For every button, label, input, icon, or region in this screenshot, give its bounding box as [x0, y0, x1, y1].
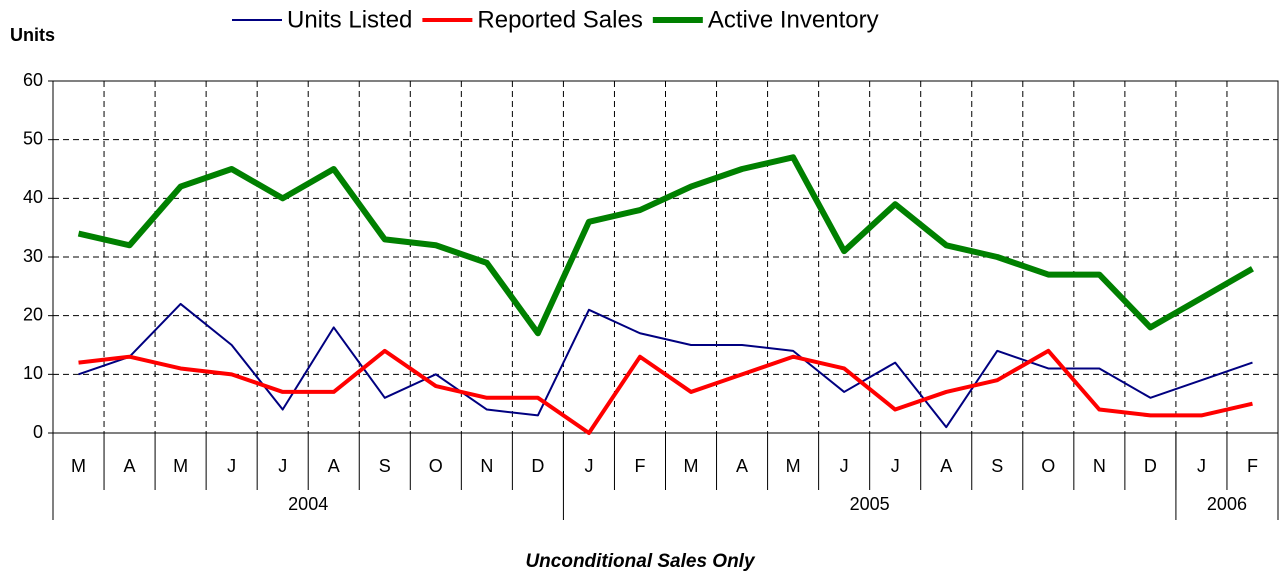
x-tick-label: M	[786, 456, 801, 476]
x-tick-label: S	[379, 456, 391, 476]
y-tick-label: 0	[33, 422, 43, 442]
series-line	[77, 154, 1254, 337]
x-tick-label: A	[940, 456, 952, 476]
x-tick-label: J	[278, 456, 287, 476]
x-tick-label: J	[584, 456, 593, 476]
y-tick-label: 40	[23, 187, 43, 207]
x-tick-label: F	[1247, 456, 1258, 476]
x-tick-label: J	[1197, 456, 1206, 476]
x-tick-label: D	[531, 456, 544, 476]
x-tick-label: O	[1041, 456, 1055, 476]
x-tick-label: N	[1093, 456, 1106, 476]
legend-label: Reported Sales	[477, 6, 642, 33]
series-line	[78, 348, 1253, 435]
y-tick-label: 30	[23, 246, 43, 266]
x-tick-label: J	[840, 456, 849, 476]
y-tick-label: 60	[23, 70, 43, 90]
x-tick-label: A	[736, 456, 748, 476]
x-tick-label: O	[429, 456, 443, 476]
x-group-label: 2004	[288, 494, 328, 514]
x-group-label: 2005	[850, 494, 890, 514]
plot-area	[52, 80, 1279, 434]
y-tick-label: 20	[23, 304, 43, 324]
x-tick-label: M	[173, 456, 188, 476]
legend-label: Units Listed	[287, 6, 412, 33]
x-tick-label: D	[1144, 456, 1157, 476]
x-tick-label: A	[328, 456, 340, 476]
y-axis-label: Units	[10, 25, 55, 45]
x-tick-label: J	[891, 456, 900, 476]
x-tick-label: S	[991, 456, 1003, 476]
y-tick-label: 50	[23, 128, 43, 148]
x-tick-label: J	[227, 456, 236, 476]
x-group-label: 2006	[1207, 494, 1247, 514]
series-line	[78, 302, 1253, 429]
legend-label: Active Inventory	[708, 6, 879, 33]
x-tick-label: A	[124, 456, 136, 476]
x-tick-label: M	[684, 456, 699, 476]
footer: Unconditional Sales Only	[525, 551, 756, 572]
x-tick-label: F	[634, 456, 645, 476]
x-tick-label: N	[480, 456, 493, 476]
y-tick-label: 10	[23, 363, 43, 383]
x-tick-label: M	[71, 456, 86, 476]
